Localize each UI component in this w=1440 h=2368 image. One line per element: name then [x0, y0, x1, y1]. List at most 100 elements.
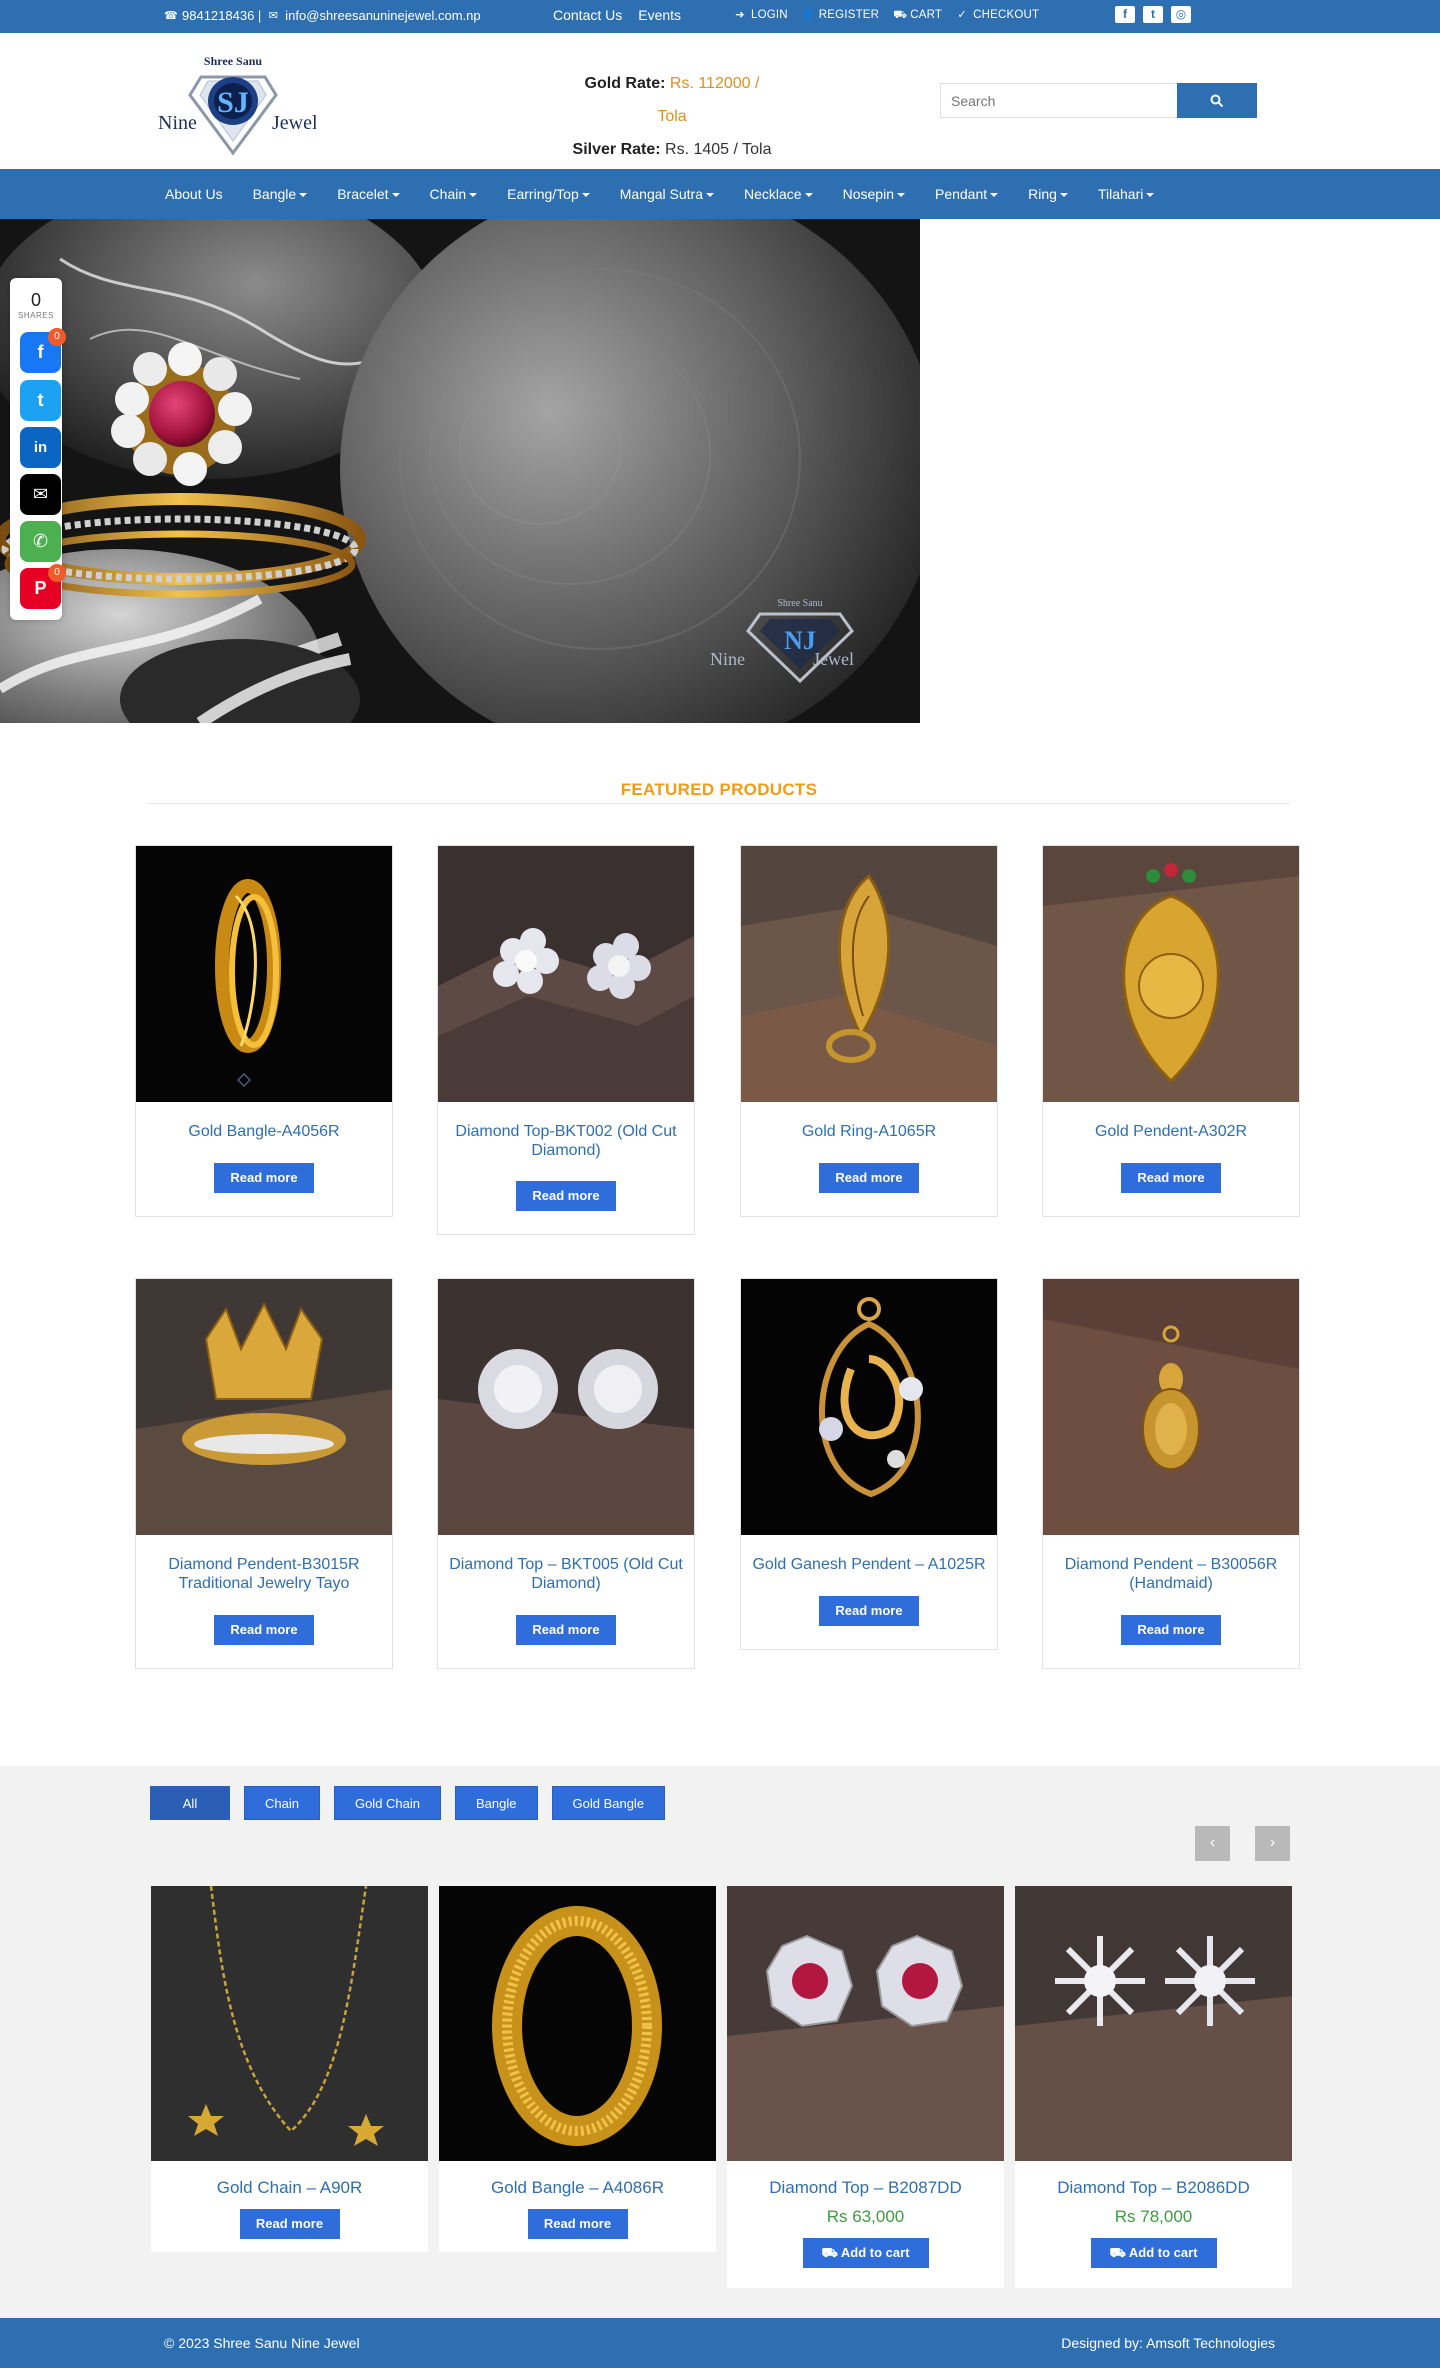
product-image[interactable] — [1043, 846, 1299, 1102]
login-icon: ➜ — [735, 9, 745, 21]
product-image[interactable] — [741, 1279, 997, 1535]
carousel-prev-button[interactable]: ‹ — [1195, 1826, 1230, 1861]
carousel-next-button[interactable]: › — [1255, 1826, 1290, 1861]
filter-gold-bangle[interactable]: Gold Bangle — [551, 1786, 666, 1820]
hero-watermark: Shree Sanu NJ Nine Jewel — [710, 598, 854, 684]
hero-banner: Shree Sanu NJ Nine Jewel — [0, 219, 920, 723]
site-header: Shree Sanu SJ Nine Jewel Gold Rate: Rs. … — [0, 33, 1440, 169]
search-input[interactable] — [940, 83, 1177, 118]
read-more-button[interactable]: Read more — [1121, 1163, 1221, 1193]
share-linkedin-button[interactable]: in — [20, 427, 61, 468]
nav-earring-top[interactable]: Earring/Top — [492, 186, 605, 202]
read-more-button[interactable]: Read more — [214, 1163, 314, 1193]
nav-about-us[interactable]: About Us — [150, 186, 238, 202]
footer-designer-link[interactable]: Designed by: Amsoft Technologies — [1061, 2335, 1275, 2351]
checkout-link[interactable]: ✓ CHECKOUT — [956, 9, 1039, 21]
share-twitter-button[interactable]: t — [20, 380, 61, 421]
search-form — [940, 83, 1257, 118]
cart-label: CART — [910, 9, 943, 21]
add-to-cart-button[interactable]: ⛟ Add to cart — [1090, 2238, 1217, 2268]
share-whatsapp-button[interactable]: ✆ — [20, 521, 61, 562]
product-image[interactable] — [136, 1279, 392, 1535]
product-image[interactable] — [438, 1279, 694, 1535]
linkedin-icon: in — [33, 439, 48, 456]
nav-label: Necklace — [744, 186, 802, 202]
login-link[interactable]: ➜ LOGIN — [734, 9, 788, 21]
nav-necklace[interactable]: Necklace — [729, 186, 828, 202]
read-more-button[interactable]: Read more — [1121, 1615, 1221, 1645]
nav-bracelet[interactable]: Bracelet — [322, 186, 414, 202]
nav-label: About Us — [165, 186, 223, 202]
read-more-button[interactable]: Read more — [214, 1615, 314, 1645]
search-button[interactable] — [1177, 83, 1257, 118]
read-more-button[interactable]: Read more — [819, 1163, 919, 1193]
product-name[interactable]: Gold Bangle-A4056R — [188, 1123, 340, 1140]
product-name[interactable]: Diamond Top-BKT002 (Old Cut Diamond) — [455, 1123, 677, 1159]
contact-info: ☎ 9841218436 | ✉ info@shreesanuninejewel… — [164, 8, 481, 23]
cart-link[interactable]: ⛟ CART — [893, 9, 942, 21]
register-link[interactable]: 👤 REGISTER — [802, 9, 879, 21]
product-image[interactable] — [1015, 1886, 1292, 2161]
add-to-cart-button[interactable]: ⛟ Add to cart — [802, 2238, 929, 2268]
twitter-icon[interactable]: t — [1143, 6, 1163, 23]
product-image[interactable] — [439, 1886, 716, 2161]
read-more-button[interactable]: Read more — [516, 1615, 616, 1645]
product-name[interactable]: Diamond Top – B2087DD — [769, 2178, 962, 2197]
product-name[interactable]: Diamond Pendent-B3015R Traditional Jewel… — [168, 1556, 360, 1592]
nav-ring[interactable]: Ring — [1013, 186, 1083, 202]
share-email-button[interactable]: ✉ — [20, 474, 61, 515]
product-name[interactable]: Diamond Top – BKT005 (Old Cut Diamond) — [449, 1556, 683, 1592]
nav-bangle[interactable]: Bangle — [238, 186, 323, 202]
product-image[interactable] — [438, 846, 694, 1102]
product-name[interactable]: Diamond Top – B2086DD — [1057, 2178, 1250, 2197]
featured-title: FEATURED PRODUCTS — [620, 780, 818, 799]
site-logo[interactable]: Shree Sanu SJ Nine Jewel — [156, 53, 316, 157]
check-circle-icon: ✓ — [957, 9, 967, 21]
footer-copyright: © 2023 Shree Sanu Nine Jewel — [164, 2335, 360, 2351]
product-name[interactable]: Gold Ganesh Pendent – A1025R — [752, 1556, 986, 1573]
facebook-icon[interactable]: f — [1115, 6, 1135, 23]
email-link[interactable]: info@shreesanuninejewel.com.np — [285, 8, 481, 23]
nav-pendant[interactable]: Pendant — [920, 186, 1013, 202]
product-name[interactable]: Gold Chain – A90R — [216, 2178, 363, 2197]
read-more-button[interactable]: Read more — [239, 2209, 340, 2239]
product-name[interactable]: Gold Ring-A1065R — [801, 1123, 937, 1140]
product-image[interactable] — [1043, 1279, 1299, 1535]
product-image[interactable] — [151, 1886, 428, 2161]
phone-number[interactable]: 9841218436 | — [182, 8, 262, 23]
caret-down-icon — [896, 193, 905, 198]
filter-gold-chain[interactable]: Gold Chain — [333, 1786, 442, 1820]
product-name[interactable]: Diamond Pendent – B30056R (Handmaid) — [1064, 1556, 1278, 1592]
read-more-button[interactable]: Read more — [819, 1596, 919, 1626]
site-footer: © 2023 Shree Sanu Nine Jewel Designed by… — [0, 2318, 1440, 2368]
nav-label: Nosepin — [842, 186, 894, 202]
envelope-icon: ✉ — [268, 9, 278, 22]
product-name[interactable]: Gold Pendent-A302R — [1094, 1123, 1248, 1140]
nav-chain[interactable]: Chain — [415, 186, 493, 202]
read-more-button[interactable]: Read more — [527, 2209, 628, 2239]
envelope-icon: ✉ — [32, 484, 49, 504]
filter-bangle[interactable]: Bangle — [455, 1786, 538, 1820]
top-bar: ☎ 9841218436 | ✉ info@shreesanuninejewel… — [0, 0, 1440, 33]
product-card: Gold Pendent-A302R Read more — [1042, 845, 1300, 1217]
filter-all[interactable]: All — [150, 1786, 230, 1820]
nav-nosepin[interactable]: Nosepin — [828, 186, 920, 202]
carousel-product-card: Gold Bangle – A4086R Read more — [439, 1886, 716, 2252]
nav-tilahari[interactable]: Tilahari — [1083, 186, 1169, 202]
product-card: Diamond Pendent-B3015R Traditional Jewel… — [135, 1278, 393, 1669]
product-name[interactable]: Gold Bangle – A4086R — [491, 2178, 664, 2197]
product-image[interactable] — [727, 1886, 1004, 2161]
contact-us-link[interactable]: Contact Us — [553, 7, 623, 23]
nav-label: Tilahari — [1097, 186, 1144, 202]
cart-icon: ⛟ — [821, 2245, 841, 2260]
filter-chain[interactable]: Chain — [244, 1786, 320, 1820]
social-links: f t ◎ — [1115, 6, 1191, 23]
events-link[interactable]: Events — [638, 7, 682, 23]
product-image[interactable] — [741, 846, 997, 1102]
instagram-icon[interactable]: ◎ — [1171, 6, 1191, 23]
product-card: Diamond Top – BKT005 (Old Cut Diamond) R… — [437, 1278, 695, 1669]
product-image[interactable] — [136, 846, 392, 1102]
read-more-button[interactable]: Read more — [516, 1181, 616, 1211]
nav-mangal-sutra[interactable]: Mangal Sutra — [605, 186, 729, 202]
account-links: ➜ LOGIN 👤 REGISTER ⛟ CART ✓ CHECKOUT — [734, 9, 1039, 21]
